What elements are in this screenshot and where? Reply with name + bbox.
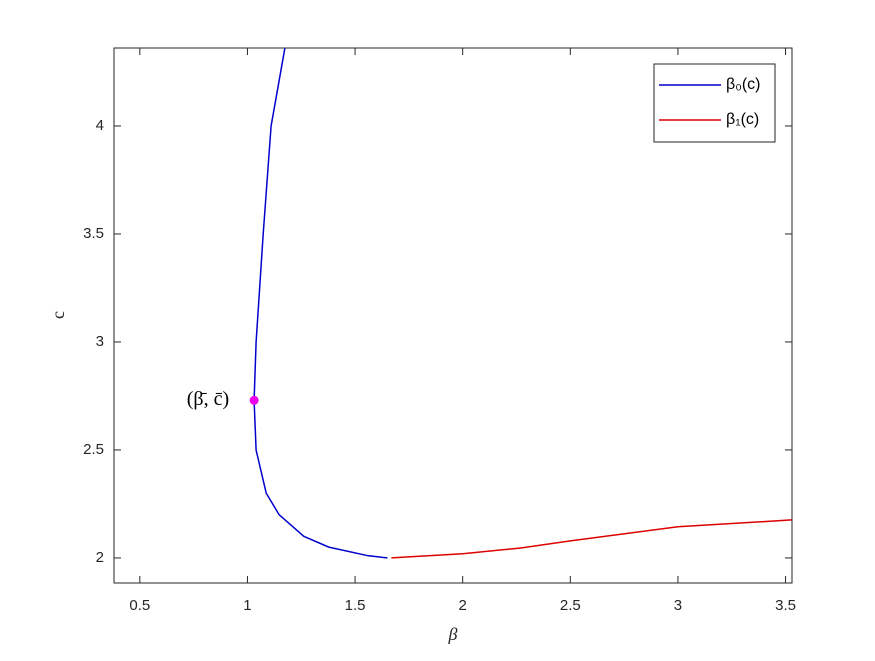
x-tick-label: 2.5 [560, 597, 581, 614]
x-tick-label: 1.5 [345, 597, 366, 614]
x-tick-label: 3.5 [775, 597, 796, 614]
series-line [391, 519, 792, 559]
legend-label: β₁(c) [726, 111, 759, 128]
y-tick-label: 3.5 [83, 225, 104, 242]
x-tick-label: 3 [674, 597, 682, 614]
series-line [253, 47, 388, 559]
x-axis-label: β [448, 624, 458, 644]
y-tick-label: 4 [96, 117, 104, 134]
x-tick-label: 1 [243, 597, 251, 614]
x-tick-label: 2 [459, 597, 467, 614]
annotation-label: (β̄, c̄) [187, 388, 229, 410]
annotation-point [249, 395, 259, 405]
legend-box [653, 63, 776, 143]
x-tick-label: 0.5 [129, 597, 150, 614]
y-tick-label: 2.5 [83, 441, 104, 458]
legend-label: β₀(c) [726, 76, 761, 93]
y-tick-label: 2 [96, 549, 104, 566]
y-tick-label: 3 [96, 333, 104, 350]
y-axis-label: c [48, 311, 68, 319]
